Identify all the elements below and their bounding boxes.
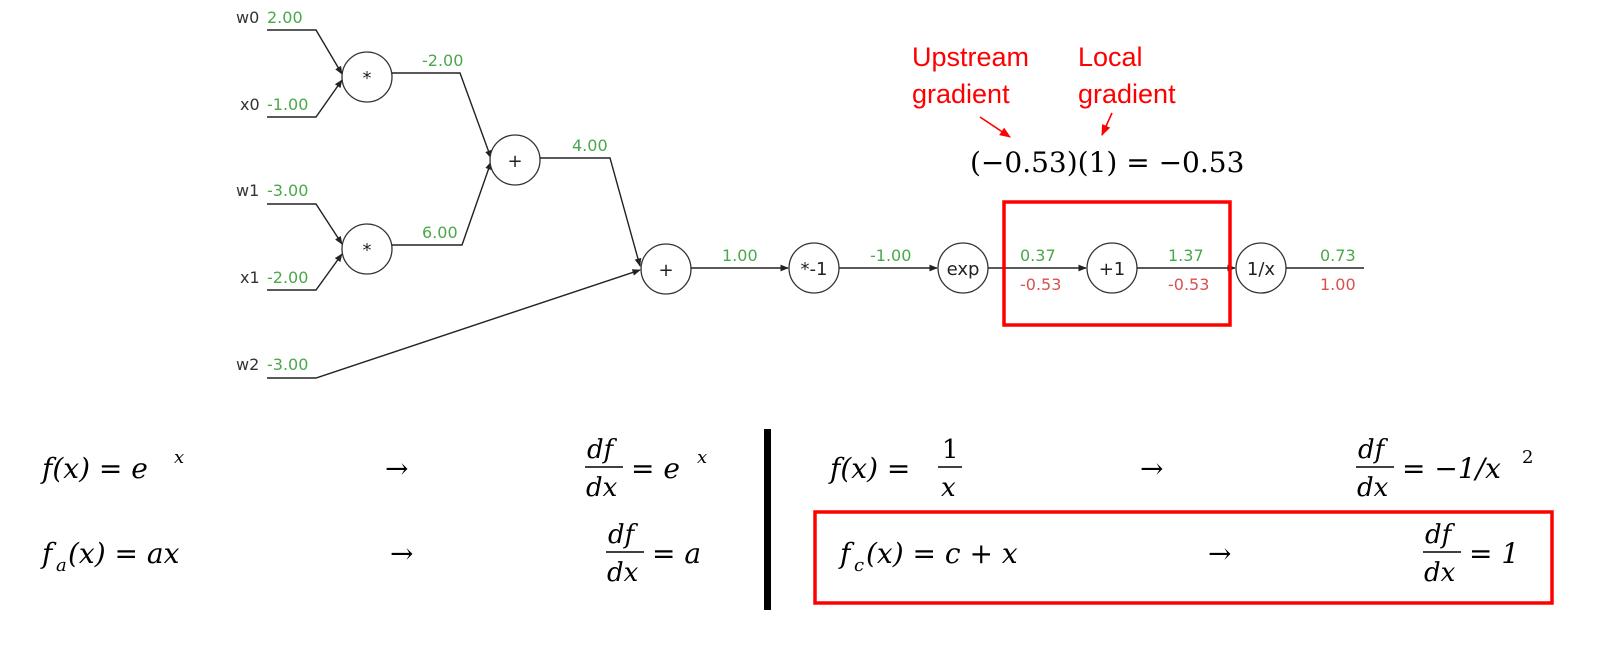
formula-exp-df: df xyxy=(587,435,618,465)
exp-node-label: exp xyxy=(947,259,980,280)
formula-const-arrow: → xyxy=(1208,537,1231,570)
input-label-w2: w2 xyxy=(236,355,259,374)
multiply-node-1-label: * xyxy=(363,240,372,261)
edge-value-add0: 4.00 xyxy=(572,136,608,155)
formula-table: f(x) = e x → df dx = e x f a (x) = ax → … xyxy=(40,429,1554,610)
multiply-node-0-label: * xyxy=(363,68,372,89)
formula-recip-denominator: x xyxy=(941,473,956,503)
edge-value-plus1: 1.37 xyxy=(1168,246,1204,265)
formula-recip-df: df xyxy=(1358,435,1389,465)
multiply-node-0 xyxy=(341,51,393,103)
input-label-w0: w0 xyxy=(236,8,259,27)
chain-rule-product: (−0.53)(1) = −0.53 xyxy=(970,146,1244,179)
formula-const-subscript: c xyxy=(854,555,864,576)
graph: w0 2.00 x0 -1.00 * -2.00 w1 -3.00 x1 -2.… xyxy=(236,8,1364,379)
edge-value-mul1: 6.00 xyxy=(422,223,458,242)
formula-recip-rhs: = −1/x xyxy=(1402,452,1501,485)
formula-scale-arrow: → xyxy=(390,537,413,570)
wire-mul1-add0 xyxy=(392,161,492,246)
formula-recip-rhs-sup: 2 xyxy=(1522,447,1533,468)
edge-value-add1: 1.00 xyxy=(722,246,758,265)
formula-const-f: f xyxy=(838,537,855,570)
wire-w1 xyxy=(267,203,343,245)
formula-const-dx: dx xyxy=(1424,558,1456,588)
formula-exp-lhs-sup: x xyxy=(174,447,184,468)
formula-const-lhs: (x) = c + x xyxy=(866,537,1018,570)
edge-value-recip: 0.73 xyxy=(1320,246,1356,265)
input-label-x1: x1 xyxy=(240,268,260,287)
plus-one-node-label: +1 xyxy=(1099,259,1126,280)
local-label-line2: gradient xyxy=(1078,79,1176,109)
highlight-box-constant-add-formula xyxy=(813,510,1554,605)
wire-w0 xyxy=(267,29,343,75)
formula-exp-rhs-sup: x xyxy=(697,447,707,468)
edge-value-neg: -1.00 xyxy=(870,246,911,265)
formula-const-df: df xyxy=(1425,520,1456,550)
formula-exp-lhs: f(x) = e xyxy=(40,452,148,485)
add-node-1-label: + xyxy=(658,260,673,281)
negate-node-label: *-1 xyxy=(801,259,828,280)
wire-w2 xyxy=(267,269,641,379)
formula-recip-numerator: 1 xyxy=(942,435,959,465)
input-label-w1: w1 xyxy=(236,181,259,200)
formula-const-rhs: = 1 xyxy=(1469,537,1519,570)
formula-exp-rhs: = e xyxy=(631,452,680,485)
local-arrow xyxy=(1101,112,1113,137)
column-divider xyxy=(764,429,771,610)
formula-scale-rhs: = a xyxy=(652,537,701,570)
wire-x0 xyxy=(267,79,343,118)
wire-add0-add1 xyxy=(540,157,642,267)
add-node-0 xyxy=(489,134,541,186)
formula-recip-arrow: → xyxy=(1140,452,1163,485)
input-value-w0: 2.00 xyxy=(267,8,303,27)
annotations: Upstream gradient Local gradient (−0.53)… xyxy=(912,42,1244,179)
wire-mul0-add0 xyxy=(392,72,492,159)
input-label-x0: x0 xyxy=(240,95,260,114)
edge-value-mul0: -2.00 xyxy=(422,51,463,70)
edge-grad-recip: 1.00 xyxy=(1320,275,1356,294)
highlight-box-plus-one-gate xyxy=(1002,200,1232,327)
upstream-label-line2: gradient xyxy=(912,79,1010,109)
formula-scale-dx: dx xyxy=(607,558,639,588)
edge-value-exp: 0.37 xyxy=(1020,246,1056,265)
reciprocal-node-label: 1/x xyxy=(1247,259,1276,280)
wire-x1 xyxy=(267,253,343,291)
input-value-w2: -3.00 xyxy=(267,355,308,374)
edge-grad-plus1: -0.53 xyxy=(1168,275,1209,294)
add-node-0-label: + xyxy=(507,151,522,172)
formula-recip-lhs: f(x) = xyxy=(828,452,910,485)
input-value-w1: -3.00 xyxy=(267,181,308,200)
multiply-node-1 xyxy=(341,223,393,275)
local-label-line1: Local xyxy=(1078,42,1143,72)
formula-scale-f: f xyxy=(40,537,57,570)
upstream-arrow xyxy=(979,116,1011,138)
formula-scale-subscript: a xyxy=(56,555,67,576)
input-value-x1: -2.00 xyxy=(267,268,308,287)
formula-recip-dx: dx xyxy=(1357,473,1389,503)
edge-grad-exp: -0.53 xyxy=(1020,275,1061,294)
formula-scale-lhs: (x) = ax xyxy=(68,537,180,570)
add-node-1 xyxy=(640,243,692,295)
upstream-label-line1: Upstream xyxy=(912,42,1029,72)
formula-exp-arrow: → xyxy=(385,452,408,485)
input-value-x0: -1.00 xyxy=(267,95,308,114)
formula-exp-dx: dx xyxy=(586,473,618,503)
formula-scale-df: df xyxy=(608,520,639,550)
